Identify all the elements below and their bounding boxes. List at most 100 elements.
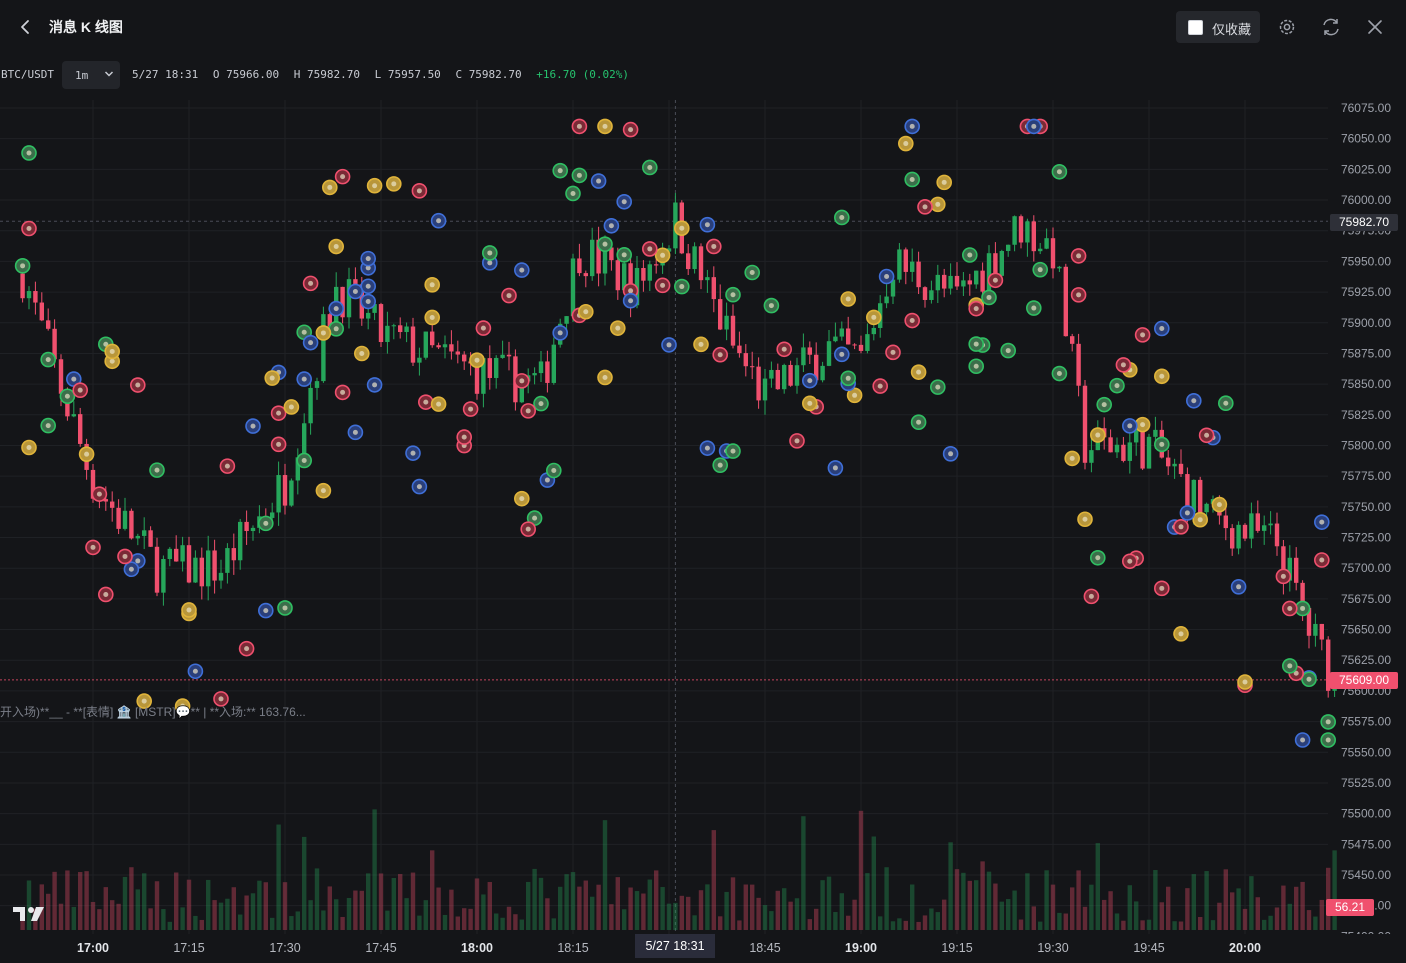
news-marker[interactable]: [590, 173, 607, 189]
news-marker[interactable]: [552, 162, 569, 179]
news-marker[interactable]: [328, 300, 345, 317]
news-marker[interactable]: [430, 212, 447, 229]
news-marker[interactable]: [1301, 671, 1317, 688]
news-marker[interactable]: [597, 369, 613, 386]
news-marker[interactable]: [641, 241, 658, 257]
news-marker[interactable]: [654, 277, 671, 294]
news-marker[interactable]: [571, 118, 588, 135]
news-marker[interactable]: [187, 663, 204, 680]
news-marker[interactable]: [1096, 396, 1112, 413]
news-marker[interactable]: [257, 515, 274, 532]
news-marker[interactable]: [321, 179, 338, 196]
news-marker[interactable]: [366, 177, 383, 194]
news-marker[interactable]: [501, 287, 517, 304]
news-marker[interactable]: [360, 278, 377, 295]
news-marker[interactable]: [462, 401, 479, 417]
news-marker[interactable]: [654, 247, 671, 264]
news-marker[interactable]: [104, 343, 120, 360]
news-marker[interactable]: [334, 168, 351, 185]
news-marker[interactable]: [571, 167, 588, 184]
news-marker[interactable]: [181, 602, 197, 618]
news-marker[interactable]: [1064, 450, 1080, 467]
news-marker[interactable]: [1192, 511, 1208, 528]
news-marker[interactable]: [910, 364, 927, 380]
news-marker[interactable]: [1154, 436, 1170, 453]
news-marker[interactable]: [872, 378, 889, 394]
news-marker[interactable]: [917, 199, 933, 215]
news-marker[interactable]: [789, 433, 805, 449]
news-marker[interactable]: [1275, 568, 1292, 585]
news-marker[interactable]: [40, 351, 57, 368]
news-marker[interactable]: [968, 358, 985, 375]
news-marker[interactable]: [981, 289, 997, 306]
news-marker[interactable]: [833, 209, 850, 226]
news-marker[interactable]: [302, 334, 319, 351]
news-marker[interactable]: [776, 341, 793, 358]
news-marker[interactable]: [661, 337, 677, 353]
news-marker[interactable]: [1282, 658, 1298, 674]
news-marker[interactable]: [513, 262, 530, 278]
news-marker[interactable]: [347, 424, 364, 441]
news-marker[interactable]: [693, 336, 709, 353]
news-marker[interactable]: [411, 183, 428, 199]
news-marker[interactable]: [840, 291, 857, 307]
news-marker[interactable]: [1134, 416, 1151, 433]
news-marker[interactable]: [904, 118, 921, 135]
news-marker[interactable]: [277, 600, 293, 616]
news-marker[interactable]: [347, 283, 364, 300]
news-marker[interactable]: [929, 379, 946, 395]
news-marker[interactable]: [91, 486, 108, 502]
news-marker[interactable]: [264, 370, 281, 386]
news-marker[interactable]: [885, 344, 901, 361]
news-marker[interactable]: [968, 336, 985, 352]
news-ticker[interactable]: 开入场)**__ - **[表情] 🏦 [MSTR]💬** | **入场:** …: [0, 705, 306, 719]
news-marker[interactable]: [942, 446, 959, 462]
news-marker[interactable]: [1218, 395, 1234, 412]
news-marker[interactable]: [213, 691, 229, 707]
refresh-button[interactable]: [1319, 15, 1343, 39]
news-marker[interactable]: [603, 217, 620, 234]
news-marker[interactable]: [609, 320, 626, 336]
news-marker[interactable]: [1134, 327, 1151, 343]
news-marker[interactable]: [533, 395, 549, 412]
news-marker[interactable]: [577, 303, 594, 320]
news-marker[interactable]: [744, 264, 761, 281]
news-marker[interactable]: [353, 345, 370, 362]
news-marker[interactable]: [328, 238, 345, 255]
news-marker[interactable]: [827, 460, 844, 476]
news-marker[interactable]: [1154, 320, 1170, 337]
news-marker[interactable]: [904, 171, 921, 188]
news-marker[interactable]: [1115, 357, 1132, 373]
news-marker[interactable]: [1083, 588, 1100, 605]
news-marker[interactable]: [1320, 732, 1336, 748]
news-marker[interactable]: [904, 312, 921, 329]
news-marker[interactable]: [1294, 732, 1311, 748]
news-marker[interactable]: [725, 443, 741, 459]
news-marker[interactable]: [59, 388, 76, 405]
news-marker[interactable]: [117, 548, 133, 565]
news-marker[interactable]: [699, 216, 716, 233]
news-marker[interactable]: [1051, 163, 1068, 180]
news-marker[interactable]: [1154, 368, 1170, 385]
news-marker[interactable]: [296, 452, 313, 469]
news-marker[interactable]: [622, 292, 639, 309]
news-marker[interactable]: [1211, 496, 1228, 513]
news-marker[interactable]: [385, 176, 402, 192]
news-marker[interactable]: [1122, 553, 1138, 570]
news-marker[interactable]: [1282, 600, 1298, 617]
close-button[interactable]: [1363, 15, 1387, 39]
news-marker[interactable]: [513, 490, 530, 507]
news-marker[interactable]: [257, 602, 274, 619]
news-marker[interactable]: [699, 440, 716, 456]
news-marker[interactable]: [641, 159, 658, 176]
news-marker[interactable]: [552, 325, 569, 341]
news-marker[interactable]: [565, 185, 581, 202]
news-marker[interactable]: [417, 394, 434, 410]
favorites-only-toggle[interactable]: 仅收藏: [1176, 11, 1260, 43]
news-marker[interactable]: [597, 236, 613, 252]
news-marker[interactable]: [801, 395, 818, 412]
news-marker[interactable]: [123, 561, 140, 578]
news-marker[interactable]: [85, 539, 101, 556]
news-marker[interactable]: [725, 286, 741, 303]
news-marker[interactable]: [149, 462, 165, 478]
